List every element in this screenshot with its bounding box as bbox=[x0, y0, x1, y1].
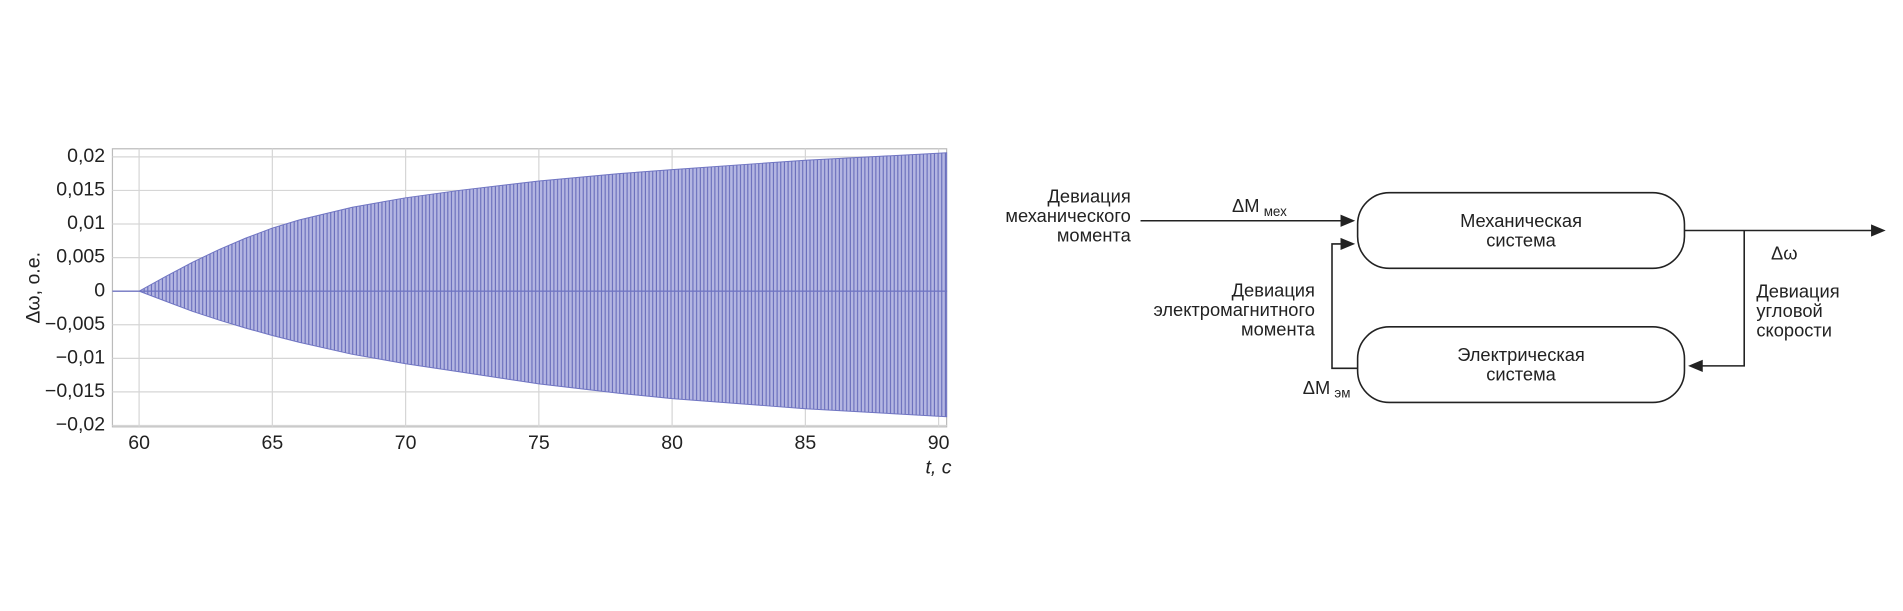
chart: −0,02 −0,015 −0,01 −0,005 0 0,005 0,01 0,015 0,0… bbox=[23, 145, 952, 478]
arrowhead bbox=[1340, 214, 1356, 227]
arrowhead bbox=[1871, 224, 1886, 237]
y-tick-label: −0,005 bbox=[45, 313, 105, 335]
x-tick-label: 75 bbox=[528, 432, 550, 454]
x-axis-label: t, с bbox=[925, 456, 951, 478]
symbol: ΔM bbox=[1232, 195, 1259, 216]
node-label: система bbox=[1486, 229, 1556, 250]
input-label: Девиация bbox=[1048, 185, 1131, 206]
y-tick-label: −0,01 bbox=[56, 346, 105, 368]
y-tick-label: 0,01 bbox=[67, 212, 105, 234]
arrowhead bbox=[1688, 359, 1703, 372]
diagram: Механическая система Электрическая систе… bbox=[1005, 185, 1886, 404]
symbol-sub: мех bbox=[1264, 204, 1287, 219]
y-tick-label: −0,015 bbox=[45, 380, 105, 402]
symbol: ΔM bbox=[1303, 377, 1330, 398]
output-label: угловой bbox=[1756, 300, 1822, 321]
y-tick-label: 0 bbox=[94, 279, 105, 301]
y-axis-label: Δω, о.е. bbox=[23, 252, 45, 324]
feedback-label: момента bbox=[1241, 318, 1316, 339]
feedback-label: электромагнитного bbox=[1153, 299, 1314, 320]
y-tick-label: 0,005 bbox=[56, 246, 105, 268]
x-tick-label: 70 bbox=[395, 432, 417, 454]
y-tick-label: 0,015 bbox=[56, 179, 105, 201]
y-tick-label: −0,02 bbox=[56, 414, 105, 436]
y-tick-label: 0,02 bbox=[67, 145, 105, 167]
output-label: Девиация bbox=[1756, 281, 1839, 302]
symbol-sub: эм bbox=[1334, 385, 1350, 400]
arrowhead bbox=[1340, 237, 1356, 251]
output-label: скорости bbox=[1756, 320, 1832, 341]
node-box bbox=[1356, 326, 1686, 404]
envelope-area bbox=[112, 290, 948, 418]
x-tick-label: 80 bbox=[661, 432, 683, 454]
x-tick-label: 65 bbox=[261, 432, 283, 454]
input-label: механического bbox=[1005, 205, 1130, 226]
edge bbox=[1331, 243, 1358, 370]
x-tick-label: 90 bbox=[928, 432, 950, 454]
feedback-label: Девиация bbox=[1232, 279, 1315, 300]
envelope-area bbox=[112, 152, 948, 292]
input-label: момента bbox=[1057, 224, 1132, 245]
edge bbox=[1700, 230, 1746, 367]
node-label: Механическая bbox=[1460, 210, 1582, 231]
node-label: система bbox=[1486, 363, 1556, 384]
x-tick-label: 85 bbox=[795, 432, 817, 454]
x-tick-label: 60 bbox=[128, 432, 150, 454]
symbol: Δω bbox=[1771, 243, 1798, 264]
node-label: Электрическая bbox=[1457, 344, 1585, 365]
